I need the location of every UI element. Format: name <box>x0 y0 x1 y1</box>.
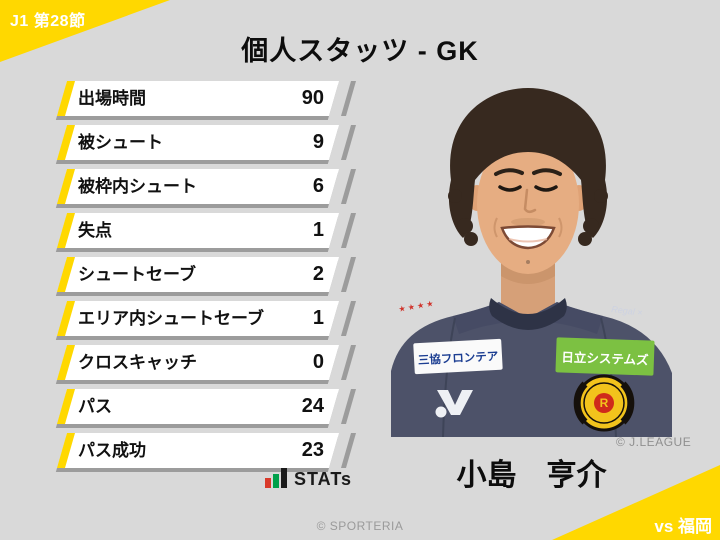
sponsor-patch-right-text: 日立システムズ <box>561 349 649 367</box>
stat-label: 被シュート <box>78 133 163 152</box>
player-illustration: ★ ★ ★ ★ Regal × 三協フロンテア 日立システムズ <box>391 88 672 437</box>
stat-label: 出場時間 <box>78 89 146 108</box>
stat-label: エリア内シュートセーブ <box>78 309 264 328</box>
stat-row-tick <box>340 345 357 380</box>
yonex-logo <box>435 390 473 418</box>
stat-row-tick <box>340 389 357 424</box>
stat-value: 9 <box>312 131 324 153</box>
stat-label: パス <box>78 397 112 416</box>
stat-row: シュートセーブ 2 <box>56 257 357 292</box>
club-crest: R <box>573 374 635 432</box>
photo-credit: © J.LEAGUE <box>616 435 692 449</box>
site-credit: © SPORTERIA <box>316 519 404 533</box>
player-photo: ★ ★ ★ ★ Regal × 三協フロンテア 日立システムズ <box>385 76 678 437</box>
sponsor-patch-left-text: 三協フロンテア <box>417 349 499 367</box>
player-name: 小島 亨介 <box>456 459 607 492</box>
stat-label: シュートセーブ <box>78 265 196 284</box>
stat-row: パス成功 23 <box>56 433 357 468</box>
stat-value: 0 <box>312 351 324 373</box>
stat-value: 23 <box>301 439 324 461</box>
stats-brand-logo: STATs <box>62 464 352 490</box>
stat-label: 被枠内シュート <box>78 177 197 196</box>
stat-row-tick <box>340 81 357 116</box>
stat-row: 被枠内シュート 6 <box>56 169 357 204</box>
stat-value: 90 <box>301 87 324 109</box>
stat-value: 24 <box>301 395 324 417</box>
stat-label: クロスキャッチ <box>78 353 197 372</box>
stat-label: パス成功 <box>78 441 146 460</box>
stat-row-tick <box>340 301 357 336</box>
stat-row: 被シュート 9 <box>56 125 357 160</box>
stat-row: エリア内シュートセーブ 1 <box>56 301 357 336</box>
matchday-badge: J1 第28節 <box>10 13 86 30</box>
stat-value: 6 <box>312 175 324 197</box>
stat-row-tick <box>340 257 357 292</box>
stat-row-tick <box>340 125 357 160</box>
stat-value: 2 <box>312 263 324 285</box>
stat-value: 1 <box>312 307 324 329</box>
shoulder-brand-text: Regal × <box>611 304 643 318</box>
crest-letter: R <box>600 396 609 410</box>
stat-row-tick <box>340 433 357 468</box>
stat-row-tick <box>340 169 357 204</box>
stat-row-tick <box>340 213 357 248</box>
page-title: 個人スタッツ - GK <box>241 36 479 66</box>
opponent-label: vs 福岡 <box>654 517 712 536</box>
stats-list: 出場時間 90 被シュート 9 被枠内シュート 6 失点 1 シュートセーブ 2 <box>56 81 357 477</box>
stat-row: 出場時間 90 <box>56 81 357 116</box>
stat-label: 失点 <box>78 221 112 240</box>
stats-logo-text: STATs <box>294 469 352 489</box>
stat-row: クロスキャッチ 0 <box>56 345 357 380</box>
stat-row: パス 24 <box>56 389 357 424</box>
bar-chart-icon <box>265 468 287 490</box>
stat-value: 1 <box>312 219 324 241</box>
shoulder-stars: ★ ★ ★ ★ <box>398 299 434 314</box>
stat-row: 失点 1 <box>56 213 357 248</box>
